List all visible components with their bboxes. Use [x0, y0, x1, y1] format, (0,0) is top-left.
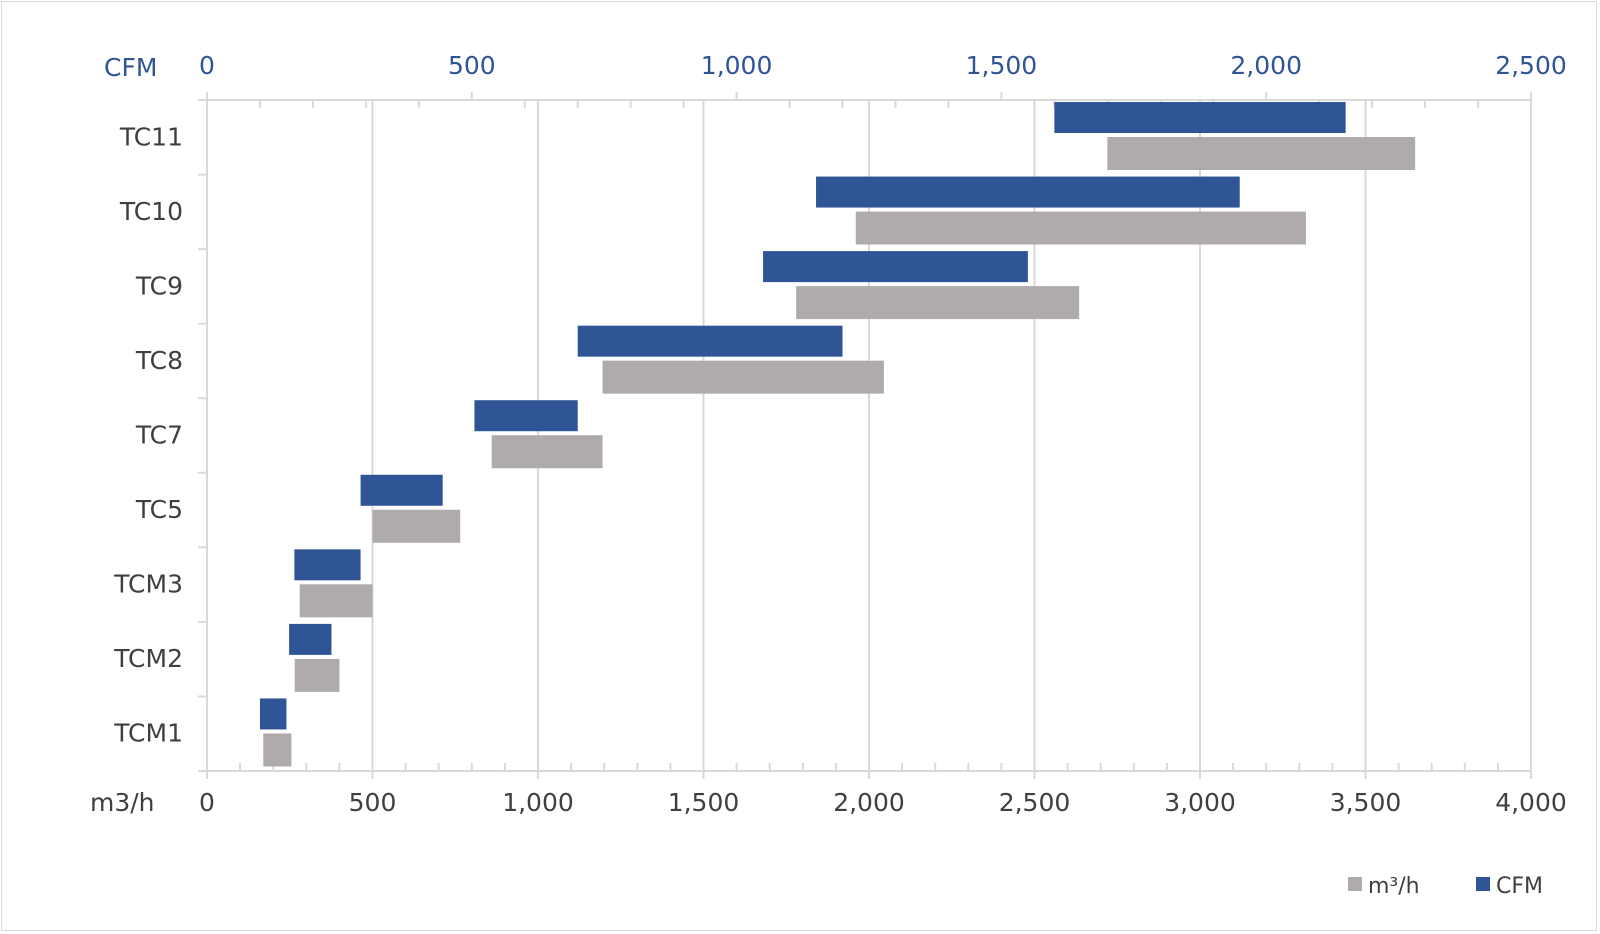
top-tick-label: 2,500 [1495, 51, 1567, 80]
top-tick-label: 2,000 [1230, 51, 1302, 80]
top-tick-label: 1,000 [701, 51, 773, 80]
top-tick-label: 1,500 [966, 51, 1038, 80]
legend-label-m3h: m³/h [1368, 874, 1420, 899]
legend-label-cfm: CFM [1496, 874, 1543, 899]
bottom-tick-label: 0 [199, 788, 215, 817]
category-label-tc5: TC5 [135, 495, 183, 524]
bar-m3h-tcm2 [294, 658, 340, 692]
bar-m3h-tcm1 [263, 733, 292, 767]
category-labels: TCM1 TCM2 TCM3 TC5 TC7 TC8 TC9 TC10 TC11 [113, 122, 183, 747]
bottom-tick-label: 500 [349, 788, 397, 817]
bars [259, 102, 1416, 767]
category-label-tcm3: TCM3 [113, 570, 183, 599]
bottom-tick-label: 2,000 [833, 788, 905, 817]
category-label-tcm1: TCM1 [113, 719, 183, 748]
bar-m3h-tc8 [602, 360, 884, 394]
top-tick-label: 0 [199, 51, 215, 80]
axes [198, 92, 1532, 779]
bar-m3h-tc9 [796, 286, 1080, 320]
bar-cfm-tc5 [360, 474, 443, 506]
legend: m³/h CFM [1348, 874, 1543, 899]
category-label-tc8: TC8 [135, 346, 183, 375]
top-axis-title: CFM [104, 53, 157, 82]
bar-m3h-tc5 [372, 509, 461, 543]
bottom-tick-label: 4,000 [1495, 788, 1567, 817]
bottom-tick-label: 3,000 [1164, 788, 1236, 817]
bottom-tick-label: 1,500 [668, 788, 740, 817]
bar-cfm-tcm2 [289, 623, 332, 655]
bar-cfm-tc8 [577, 325, 843, 357]
bar-m3h-tc7 [491, 435, 603, 469]
bar-cfm-tc11 [1054, 102, 1346, 133]
bottom-axis-title: m3/h [90, 788, 155, 817]
top-axis-ticks: 0 500 1,000 1,500 2,000 2,500 [199, 51, 1567, 80]
bottom-tick-label: 3,500 [1330, 788, 1402, 817]
bar-m3h-tc11 [1107, 137, 1416, 170]
category-label-tc11: TC11 [119, 122, 183, 151]
bar-cfm-tcm3 [294, 549, 361, 581]
bottom-tick-label: 1,000 [502, 788, 574, 817]
bar-cfm-tc7 [474, 400, 578, 432]
category-label-tc9: TC9 [135, 271, 183, 300]
category-label-tc10: TC10 [119, 197, 183, 226]
bar-m3h-tc10 [855, 211, 1306, 245]
legend-swatch-m3h [1348, 877, 1362, 891]
category-label-tcm2: TCM2 [113, 644, 183, 673]
top-tick-label: 500 [448, 51, 496, 80]
bar-cfm-tcm1 [259, 698, 287, 730]
bar-cfm-tc10 [816, 176, 1240, 208]
bottom-axis-ticks: 0 500 1,000 1,500 2,000 2,500 3,000 3,500 4,000 [199, 788, 1567, 817]
bar-cfm-tc9 [763, 251, 1028, 283]
category-label-tc7: TC7 [135, 421, 183, 450]
bar-m3h-tcm3 [299, 584, 373, 618]
legend-swatch-cfm [1476, 877, 1490, 891]
bottom-tick-label: 2,500 [999, 788, 1071, 817]
